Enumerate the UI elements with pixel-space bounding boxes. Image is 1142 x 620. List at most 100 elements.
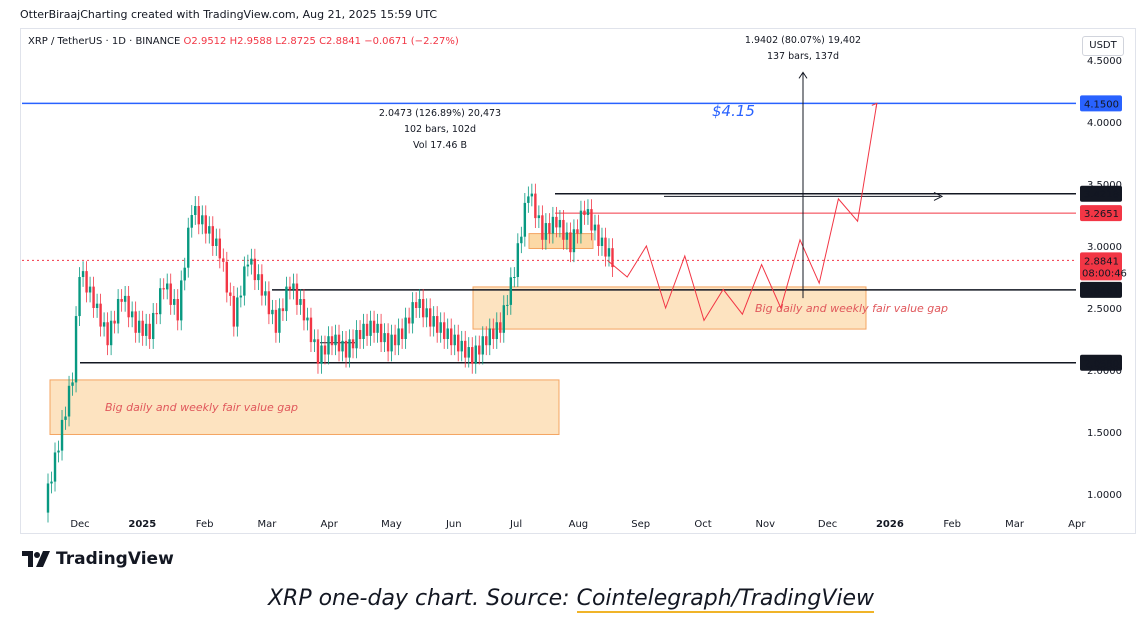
candle-body	[81, 271, 85, 277]
candle-body	[232, 295, 236, 327]
price-chart[interactable]: Big daily and weekly fair value gap Big d…	[0, 0, 1142, 540]
ohlc-open: O2.9512	[183, 36, 227, 47]
candle-body	[190, 215, 193, 228]
price-level-tag	[1080, 205, 1122, 222]
candle-body	[113, 320, 116, 324]
candle-body	[334, 334, 337, 346]
candle-body	[372, 320, 376, 333]
candle-body	[50, 481, 53, 484]
candle-body	[495, 322, 498, 339]
candle-body	[158, 288, 162, 315]
candle-body	[281, 308, 285, 312]
ohlc-high: H2.9588	[229, 36, 273, 47]
symbol-info-bar[interactable]: XRP / TetherUS · 1D · BINANCE O2.9512 H2…	[28, 36, 459, 47]
candle-body	[260, 274, 264, 296]
price-level-tag	[1080, 354, 1122, 371]
candle-body	[442, 322, 446, 339]
candle-body	[586, 209, 590, 215]
candle-body	[576, 229, 579, 234]
x-axis-tick: Mar	[1005, 519, 1025, 530]
candle-body	[309, 317, 313, 343]
x-axis-tick: Feb	[943, 519, 961, 530]
measure-annotation-2: 137 bars, 137d	[767, 51, 839, 62]
candle-body	[439, 322, 442, 333]
y-axis-tick: 4.0000	[1087, 118, 1122, 129]
candle-body	[250, 258, 253, 265]
candle-body	[197, 206, 200, 225]
candle-body	[435, 316, 439, 333]
candle-body	[183, 267, 186, 281]
last-price-tag	[1080, 252, 1122, 281]
x-axis-tick: Aug	[569, 519, 589, 530]
candle-body	[53, 452, 57, 482]
candle-body	[99, 303, 102, 327]
candle-body	[120, 299, 123, 302]
candle-body	[530, 193, 534, 197]
candle-body	[60, 419, 64, 451]
candle-body	[390, 334, 393, 352]
candle-body	[323, 345, 327, 355]
candle-body	[211, 226, 214, 246]
price-level-label: 2.0580	[1084, 359, 1119, 370]
ohlc-close: C2.8841	[319, 36, 362, 47]
candle-body	[428, 308, 432, 327]
candle-body	[78, 277, 81, 317]
x-axis-tick: 2025	[128, 519, 156, 530]
symbol-name[interactable]: XRP / TetherUS · 1D · BINANCE	[28, 36, 181, 47]
candle-body	[414, 302, 418, 308]
candle-body	[558, 219, 562, 228]
candle-body	[379, 323, 383, 343]
candle-body	[155, 312, 158, 315]
candle-body	[348, 339, 351, 358]
measure-annotation-2: 1.9402 (80.07%) 19,402	[745, 35, 861, 46]
candle-body	[299, 299, 302, 305]
fair-value-gap-zone	[472, 286, 867, 330]
candle-body	[418, 299, 421, 308]
candle-body	[271, 309, 274, 315]
candle-body	[593, 224, 597, 231]
candle-body	[485, 336, 488, 346]
price-level-tag	[1080, 95, 1122, 112]
candle-body	[386, 333, 390, 352]
candle-body	[548, 223, 551, 234]
candle-body	[481, 336, 484, 355]
candle-body	[341, 340, 344, 352]
candle-body	[201, 215, 204, 225]
candle-body	[457, 334, 460, 352]
price-level-label: 3.2651	[1084, 209, 1119, 220]
candle-body	[611, 248, 614, 268]
x-axis-tick: May	[381, 519, 402, 530]
arrow-head-icon	[933, 191, 944, 201]
candle-body	[450, 328, 453, 346]
x-axis-tick: Feb	[196, 519, 214, 530]
candle-body	[127, 295, 130, 318]
candle-body	[590, 209, 593, 231]
currency-button[interactable]: USDT	[1082, 36, 1124, 56]
caption-source-link[interactable]: Cointelegraph/TradingView	[576, 586, 875, 613]
candle-body	[425, 308, 428, 318]
candle-body	[134, 311, 137, 333]
projection-path	[607, 103, 878, 322]
candle-body	[229, 292, 232, 296]
candle-body	[506, 304, 509, 306]
x-axis-tick: Mar	[257, 519, 277, 530]
candle-body	[407, 317, 411, 324]
candle-body	[285, 286, 288, 312]
candle-body	[169, 283, 172, 305]
candle-body	[544, 223, 548, 240]
candle-body	[411, 302, 414, 324]
candle-body	[516, 243, 520, 277]
candle-body	[222, 258, 225, 262]
candle-body	[176, 299, 179, 321]
candle-body	[344, 340, 348, 358]
candle-body	[109, 320, 113, 346]
candle-body	[123, 295, 127, 302]
candle-body	[180, 280, 183, 321]
candle-body	[243, 266, 246, 296]
candle-body	[71, 382, 74, 386]
candle-body	[604, 237, 607, 257]
candle-body	[355, 330, 358, 349]
candle-body	[537, 215, 541, 219]
x-axis-tick: Jun	[445, 519, 462, 530]
candle-body	[95, 303, 99, 308]
